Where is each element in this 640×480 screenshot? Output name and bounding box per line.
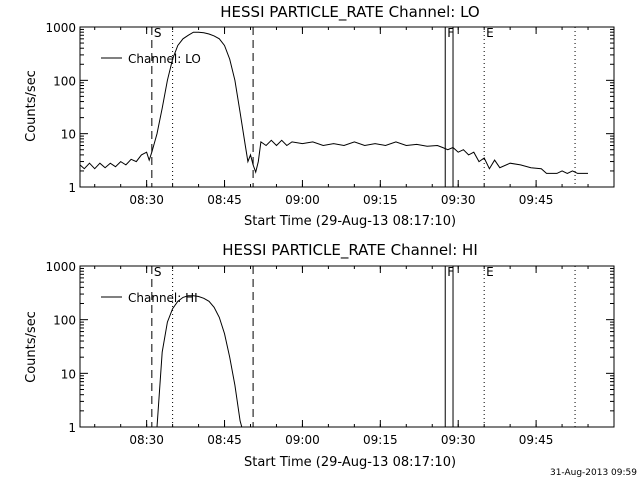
y-axis-label: Counts/sec — [24, 311, 39, 383]
event-marker-label: S — [154, 26, 162, 40]
chart-panel-lo: HESSI PARTICLE_RATE Channel: LO Start Ti… — [24, 3, 615, 229]
y-tick-label: 100 — [53, 314, 76, 328]
x-tick-label: 08:45 — [207, 193, 242, 207]
x-tick-label: 08:30 — [129, 433, 164, 447]
chart-title: HESSI PARTICLE_RATE Channel: LO — [220, 3, 479, 22]
plot-frame — [79, 265, 615, 428]
event-marker-label: E — [486, 26, 494, 40]
x-tick-label: 09:00 — [285, 193, 320, 207]
series-line — [156, 295, 243, 428]
plot-frame — [79, 26, 615, 188]
y-tick-label: 1000 — [45, 21, 76, 35]
x-tick-label: 09:45 — [519, 193, 554, 207]
x-axis-label: Start Time (29-Aug-13 08:17:10) — [244, 455, 456, 470]
x-tick-label: 09:15 — [363, 433, 398, 447]
event-marker-label: S — [154, 265, 162, 279]
y-tick-label: 10 — [61, 367, 76, 381]
y-tick-label: 10 — [61, 128, 76, 142]
x-tick-label: 09:00 — [285, 433, 320, 447]
event-marker-label: E — [486, 265, 494, 279]
x-tick-label: 08:45 — [207, 433, 242, 447]
x-tick-label: 09:45 — [519, 433, 554, 447]
x-axis-label: Start Time (29-Aug-13 08:17:10) — [244, 214, 456, 229]
chart-title: HESSI PARTICLE_RATE Channel: HI — [222, 241, 478, 260]
y-tick-label: 1 — [68, 421, 76, 435]
event-marker-label: F — [447, 26, 454, 40]
footer-timestamp: 31-Aug-2013 09:59 — [550, 468, 637, 478]
y-tick-label: 100 — [53, 74, 76, 88]
legend-label: Channel: HI — [128, 291, 198, 305]
y-tick-label: 1000 — [45, 260, 76, 274]
x-tick-label: 09:30 — [441, 433, 476, 447]
y-tick-label: 1 — [68, 181, 76, 195]
legend-label: Channel: LO — [128, 52, 201, 66]
x-tick-label: 09:15 — [363, 193, 398, 207]
series-line — [79, 31, 588, 174]
x-tick-label: 09:30 — [441, 193, 476, 207]
y-axis-label: Counts/sec — [24, 70, 39, 142]
x-tick-label: 08:30 — [129, 193, 164, 207]
chart-panel-hi: HESSI PARTICLE_RATE Channel: HI Start Ti… — [24, 241, 615, 470]
event-marker-label: F — [447, 265, 454, 279]
